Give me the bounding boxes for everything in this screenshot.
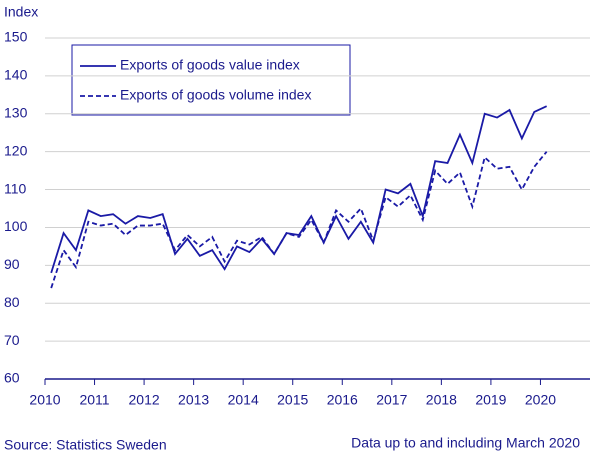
legend-label: Exports of goods value index — [120, 57, 300, 73]
y-tick-label: 70 — [4, 332, 20, 348]
y-tick-label: 60 — [4, 370, 20, 386]
x-tick-label: 2018 — [426, 392, 457, 408]
legend-label: Exports of goods volume index — [120, 87, 311, 103]
y-axis-label: Index — [4, 4, 38, 20]
legend-box — [71, 44, 351, 116]
source: Source: Statistics Sweden — [4, 437, 167, 453]
y-tick-label: 130 — [4, 104, 28, 120]
note: Data up to and including March 2020 — [351, 435, 580, 451]
x-tick-label: 2020 — [525, 392, 556, 408]
x-tick-label: 2010 — [29, 392, 60, 408]
x-tick-label: 2012 — [129, 392, 160, 408]
x-tick-label: 2015 — [277, 392, 308, 408]
y-tick-label: 80 — [4, 294, 20, 310]
x-tick-label: 2019 — [475, 392, 506, 408]
y-tick-label: 90 — [4, 256, 20, 272]
series-line — [50, 151, 548, 289]
x-tick-label: 2011 — [79, 392, 109, 408]
y-tick-label: 100 — [4, 218, 28, 234]
x-tick-label: 2016 — [327, 392, 358, 408]
x-tick-label: 2014 — [228, 392, 259, 408]
y-tick-label: 140 — [4, 67, 28, 83]
series-line — [50, 105, 548, 274]
x-tick-label: 2013 — [178, 392, 209, 408]
y-tick-label: 150 — [4, 29, 28, 45]
x-tick-label: 2017 — [376, 392, 407, 408]
y-tick-label: 110 — [4, 180, 27, 196]
y-tick-label: 120 — [4, 142, 28, 158]
